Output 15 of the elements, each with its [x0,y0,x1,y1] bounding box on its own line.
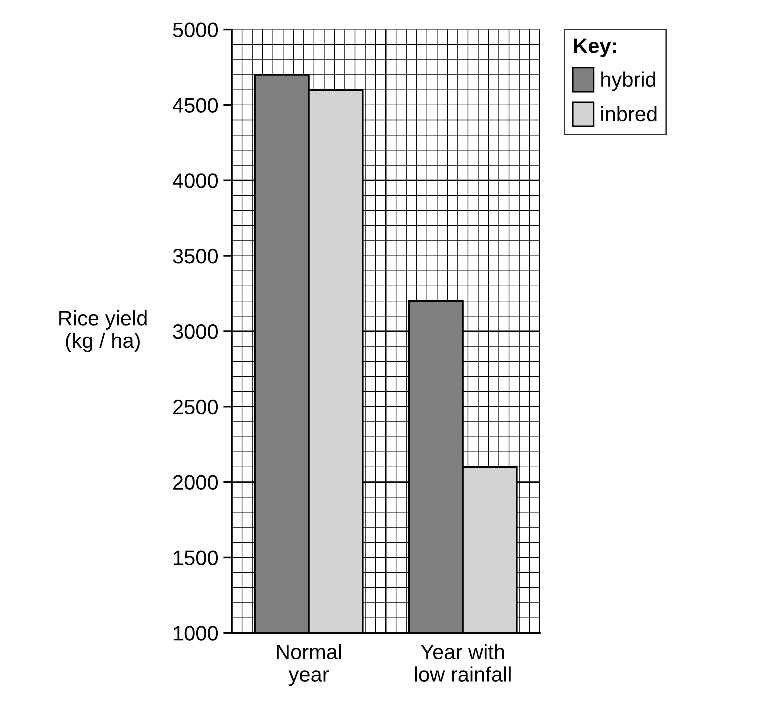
y-tick-label: 2500 [174,400,218,415]
y-tick-label: 3000 [173,324,218,340]
y-tick-label: 1000 [174,626,218,641]
y-tick-label: 4500 [172,98,218,113]
x-tick-label: Normal year [277,644,342,686]
y-tick-label: 4000 [172,174,218,188]
y-tick-label: 3500 [173,249,218,264]
legend-title: Key: [574,38,616,58]
x-tick-label: Year with low rainfall [415,644,511,682]
y-tick-label: 1500 [174,550,218,566]
legend-label: inbred [602,106,657,122]
y-tick-label: 2000 [174,475,218,490]
y-tick-label: 5000 [173,22,218,38]
y-axis-title: Rice yield (kg / ha) [60,310,147,352]
legend-label: hybrid [602,72,656,92]
